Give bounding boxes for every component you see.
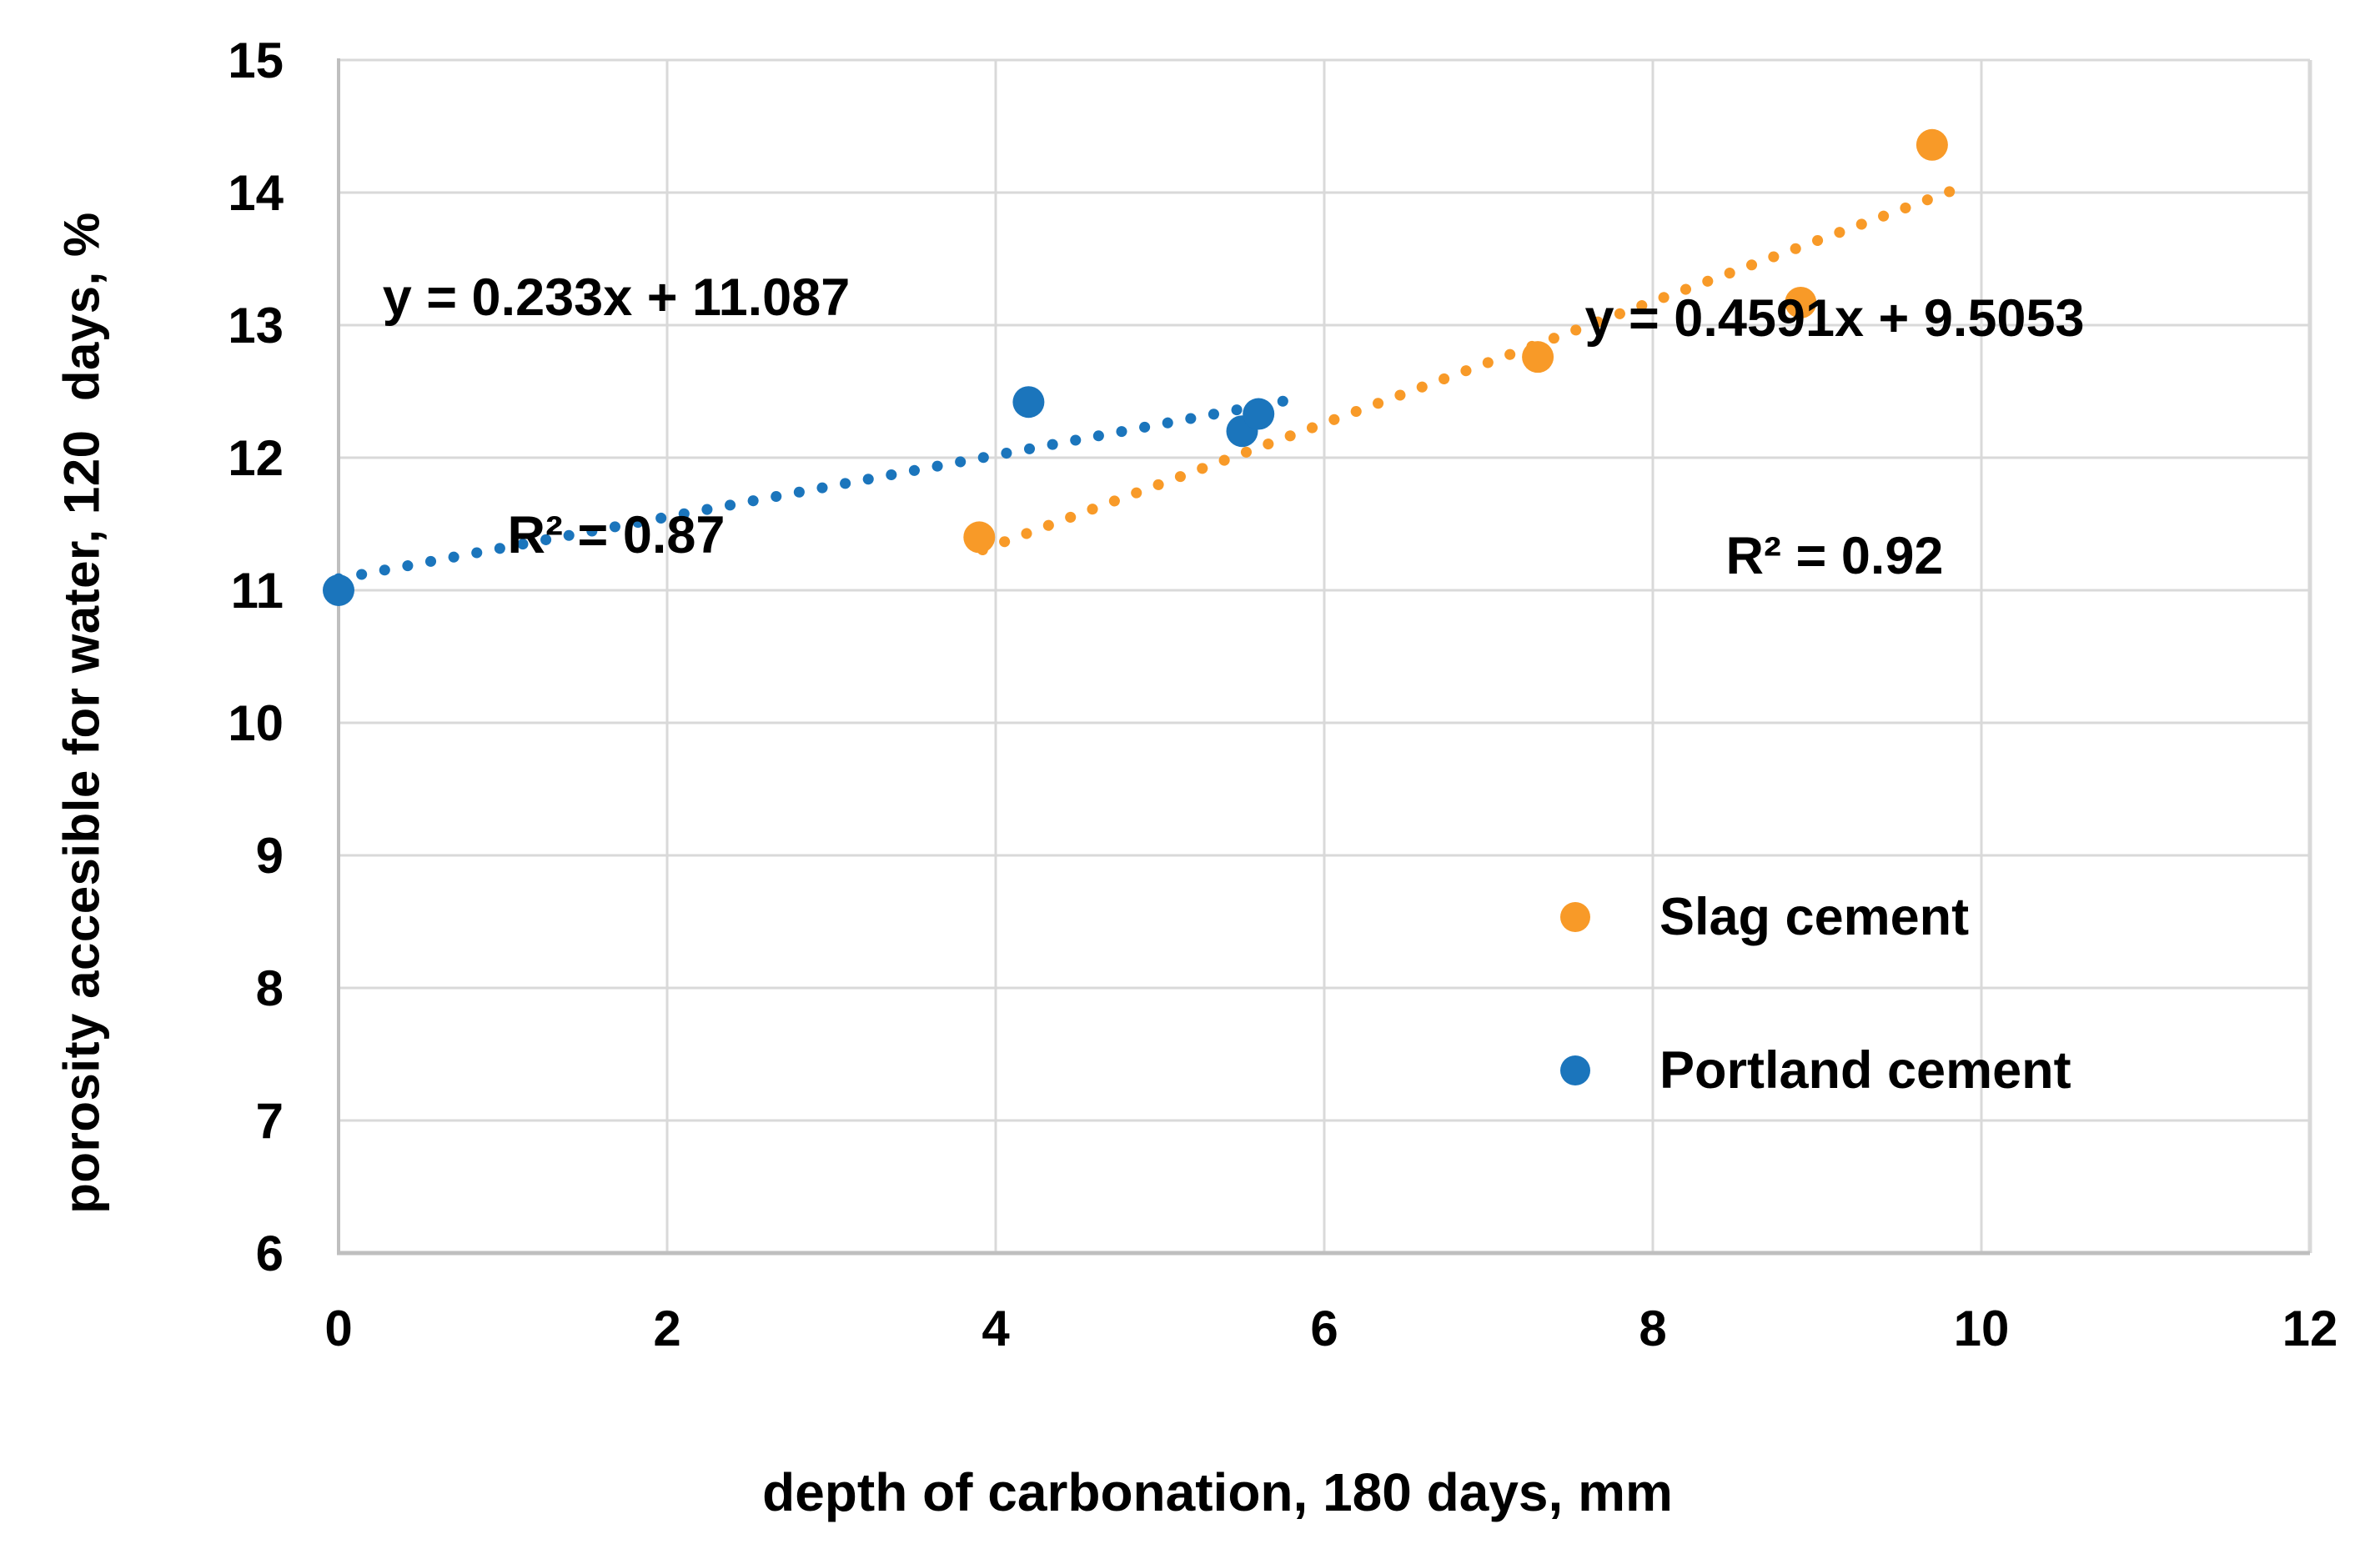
y-tick-label-12: 12 (228, 430, 284, 486)
data-point-slag-cement (1916, 128, 1948, 161)
data-point-slag-cement (1522, 341, 1554, 373)
y-tick-label-15: 15 (228, 33, 284, 88)
legend-label-slag-cement: Slag cement (1659, 888, 1970, 946)
y-tick-label-9: 9 (256, 828, 284, 884)
legend-marker-portland-cement-icon (1560, 1055, 1590, 1085)
y-tick-label-8: 8 (256, 960, 284, 1016)
x-tick-label-12: 12 (2282, 1301, 2338, 1356)
x-tick-label-6: 6 (1310, 1301, 1338, 1356)
y-tick-label-11: 11 (231, 563, 284, 619)
x-tick-label-0: 0 (324, 1301, 352, 1356)
legend-item-portland-cement: Portland cement (1560, 1037, 2071, 1104)
x-tick-label-2: 2 (653, 1301, 680, 1356)
data-point-portland-cement (323, 574, 354, 606)
y-tick-label-10: 10 (228, 695, 284, 751)
y-tick-label-14: 14 (228, 165, 284, 221)
x-tick-label-4: 4 (982, 1301, 1010, 1356)
legend-marker-slag-cement-icon (1560, 902, 1590, 932)
equation-portland-line: y = 0.233x + 11.087 (382, 268, 851, 327)
y-tick-label-13: 13 (228, 298, 284, 353)
y-tick-label-7: 7 (256, 1093, 284, 1149)
trendline-portland-cement (333, 395, 1289, 584)
data-point-portland-cement (1012, 386, 1045, 419)
y-tick-label-6: 6 (256, 1226, 284, 1281)
y-axis-title: porosity accesible for water, 120 days, … (53, 212, 110, 1214)
equation-slag-r2: R² = 0.92 (1725, 527, 1944, 585)
x-tick-label-8: 8 (1639, 1301, 1666, 1356)
equation-slag-line: y = 0.4591x + 9.5053 (1584, 289, 2085, 348)
data-point-portland-cement (1243, 398, 1275, 430)
equation-portland-r2: R² = 0.87 (507, 506, 726, 564)
x-tick-label-10: 10 (1954, 1301, 2010, 1356)
trendline-equation-slag: y = 0.4591x + 9.5053 R² = 0.92 (1584, 121, 2084, 754)
x-axis-title: depth of carbonation, 180 days, mm (762, 1462, 1673, 1522)
legend-label-portland-cement: Portland cement (1659, 1041, 2071, 1100)
data-point-slag-cement (1785, 286, 1817, 318)
trendline-equation-portland: y = 0.233x + 11.087 R² = 0.87 (383, 100, 851, 734)
data-point-slag-cement (963, 521, 996, 554)
legend-item-slag-cement: Slag cement (1560, 884, 1969, 950)
